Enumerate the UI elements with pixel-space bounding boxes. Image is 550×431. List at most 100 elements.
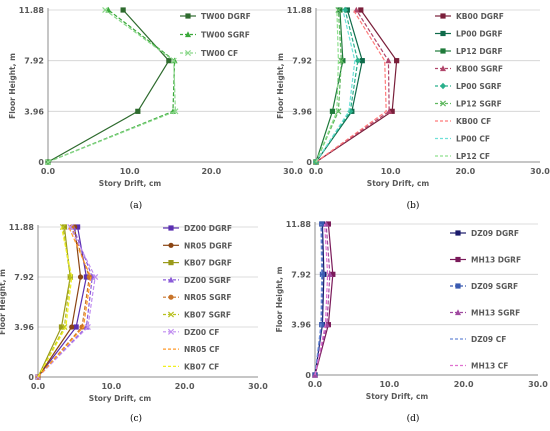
x-tick-label: 10.0: [379, 380, 399, 389]
marker-stroke: [338, 57, 345, 64]
legend-label: NR05 SGRF: [184, 293, 232, 302]
legend-entry: DZ00 DGRF: [163, 224, 232, 233]
series-line: [314, 223, 331, 376]
y-tick-label: 7.92: [291, 270, 311, 279]
y-tick-label: 0: [28, 373, 34, 382]
data-point: [83, 274, 89, 280]
series-line: [37, 226, 88, 378]
y-tick-label: 11.88: [9, 223, 35, 232]
legend-label: TW00 SGRF: [201, 31, 250, 40]
legend-marker: [185, 13, 191, 19]
series-tw00-cf: [44, 6, 179, 166]
panel-label: (a): [130, 200, 142, 211]
data-point: [61, 323, 68, 331]
x-axis-title: Story Drift, cm: [99, 179, 162, 188]
series-line: [315, 9, 344, 163]
legend-label: NR05 CF: [184, 345, 220, 354]
series-line: [37, 226, 71, 378]
data-point: [69, 324, 75, 330]
legend-label: LP00 DGRF: [456, 30, 503, 39]
legend-marker: [167, 328, 175, 335]
legend-label: KB00 SGRF: [456, 65, 503, 74]
y-tick-label: 3.96: [292, 107, 312, 116]
data-point: [389, 108, 395, 114]
legend-marker: [440, 48, 446, 54]
series-nr05-sgrf: [35, 224, 92, 380]
x-tick-label: 20.0: [175, 382, 195, 391]
legend-entry: MH13 SGRF: [450, 309, 520, 318]
marker-stroke: [335, 108, 342, 115]
series-line: [37, 226, 82, 378]
y-tick-label: 0: [305, 371, 311, 380]
series-line: [315, 9, 387, 163]
legend-entry: LP12 SGRF: [435, 100, 502, 109]
series-line: [47, 9, 177, 163]
data-point: [319, 221, 325, 227]
data-point: [75, 224, 81, 230]
data-point: [326, 271, 333, 277]
data-point: [338, 57, 345, 64]
marker-stroke: [67, 273, 74, 281]
marker-stroke: [170, 57, 177, 64]
series-kb00-cf: [315, 9, 387, 163]
data-point: [325, 221, 331, 227]
data-point: [319, 322, 325, 328]
data-point: [172, 108, 179, 115]
data-point: [92, 273, 99, 281]
legend-marker: [184, 49, 192, 57]
legend-entry: LP12 CF: [435, 152, 490, 161]
legend-label: LP12 DGRF: [456, 47, 503, 56]
legend-label: KB07 SGRF: [184, 311, 231, 320]
data-point: [386, 108, 393, 114]
x-axis-title: Story Drift, cm: [366, 392, 429, 401]
legend-label: KB00 CF: [456, 117, 491, 126]
legend-label: LP00 CF: [456, 135, 490, 144]
data-point: [84, 323, 91, 331]
marker-stroke: [44, 158, 52, 166]
series-line: [47, 9, 176, 163]
legend-marker: [167, 311, 175, 318]
legend-entry: MH13 DGRF: [450, 256, 521, 265]
data-point: [354, 57, 361, 64]
y-tick-label: 3.96: [291, 321, 311, 330]
legend-entry: LP00 DGRF: [435, 30, 503, 39]
series-kb00-dgrf: [313, 7, 400, 165]
series-line: [314, 223, 329, 376]
legend-label: TW00 DGRF: [201, 12, 251, 21]
chart-panel-2: 0 3.96 7.92 11.88 0.0 10.0 20.0 30.0 Story Drift…: [276, 6, 550, 211]
legend-label: LP12 CF: [456, 152, 490, 161]
legend-label: DZ09 DGRF: [471, 229, 519, 238]
panel-label: (d): [407, 413, 420, 424]
legend-label: KB00 DGRF: [456, 12, 504, 21]
legend-marker: [440, 13, 446, 19]
data-point: [340, 58, 346, 64]
series-line: [315, 9, 340, 163]
series-line: [37, 226, 92, 378]
legend-label: DZ09 CF: [471, 335, 506, 344]
legend-label: DZ00 SGRF: [184, 276, 231, 285]
legend-entry: DZ00 SGRF: [163, 276, 231, 285]
marker-stroke: [59, 223, 66, 231]
series-line: [47, 9, 170, 163]
marker-stroke: [184, 49, 192, 57]
legend-marker: [455, 309, 461, 316]
legend-entry: KB07 CF: [163, 362, 219, 371]
legend-marker: [168, 225, 174, 231]
legend-entry: TW00 SGRF: [180, 31, 250, 40]
y-tick-label: 0: [38, 158, 44, 167]
series-nr05-dgrf: [35, 224, 84, 380]
legend-label: KB07 DGRF: [184, 259, 232, 268]
series-line: [315, 9, 356, 163]
data-point: [77, 274, 84, 280]
data-point: [358, 7, 364, 13]
legend-marker: [168, 276, 174, 283]
series-line: [315, 9, 390, 163]
x-tick-label: 20.0: [454, 380, 474, 389]
data-point: [347, 108, 354, 115]
x-tick-label: 10.0: [101, 382, 121, 391]
y-tick-label: 3.96: [14, 323, 34, 332]
data-point: [394, 58, 400, 64]
data-point: [342, 6, 349, 14]
legend-marker: [168, 260, 174, 266]
legend-entry: KB07 DGRF: [163, 259, 232, 268]
